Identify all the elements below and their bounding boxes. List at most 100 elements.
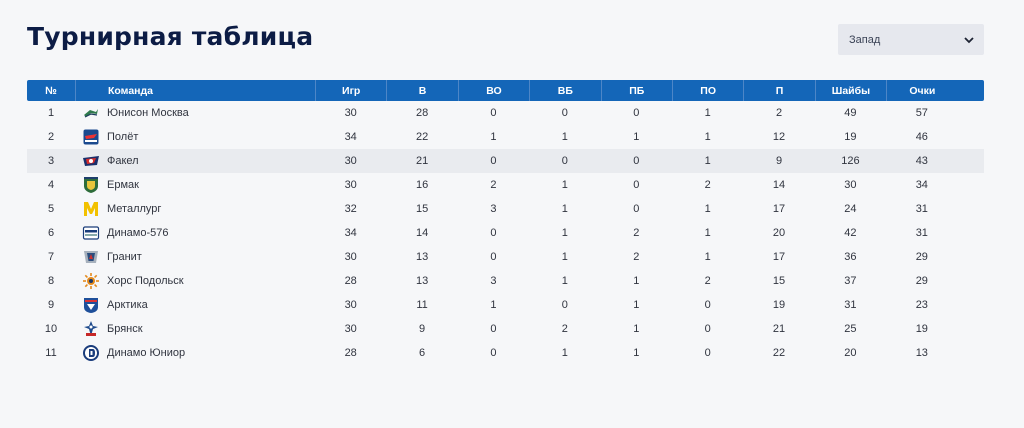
wins-cell: 13 [415, 275, 429, 287]
header-so-wins[interactable]: ВБ [529, 80, 600, 101]
team-name[interactable]: Полёт [107, 131, 139, 143]
team-name[interactable]: Факел [107, 155, 139, 167]
so-losses-cell: 0 [633, 179, 640, 191]
header-losses[interactable]: П [743, 80, 814, 101]
points-cell: 31 [915, 227, 928, 239]
so-losses-cell: 1 [633, 275, 640, 287]
team-cell[interactable]: Металлург [75, 197, 315, 221]
points-cell: 46 [915, 131, 928, 143]
team-name[interactable]: Брянск [107, 323, 143, 335]
wins-cell: 11 [416, 299, 428, 311]
team-cell[interactable]: Ермак [75, 173, 315, 197]
team-cell[interactable]: Хорс Подольск [75, 269, 315, 293]
ot-losses-cell: 0 [704, 299, 711, 311]
team-name[interactable]: Динамо-576 [107, 227, 169, 239]
losses-cell: 14 [772, 179, 786, 191]
games-cell: 28 [344, 275, 357, 287]
points-cell: 34 [915, 179, 928, 191]
wins-cell: 28 [415, 107, 429, 119]
ot-wins-cell: 2 [490, 179, 497, 191]
team-cell[interactable]: Динамо-576 [75, 221, 315, 245]
team-cell[interactable]: Арктика [75, 293, 315, 317]
table-row[interactable]: 5 Металлург 32 15 3 1 0 1 17 24 31 [27, 197, 984, 221]
team-name[interactable]: Гранит [107, 251, 142, 263]
header-goals[interactable]: Шайбы [814, 80, 886, 101]
team-name[interactable]: Юнисон Москва [107, 107, 189, 119]
wins-cell: 22 [415, 131, 429, 143]
losses-cell: 17 [772, 203, 786, 215]
granit-logo-icon [82, 248, 100, 266]
position-cell: 11 [45, 347, 57, 359]
so-wins-cell: 2 [561, 323, 568, 335]
losses-cell: 20 [772, 227, 786, 239]
team-name[interactable]: Динамо Юниор [107, 347, 186, 359]
table-body: 1 Юнисон Москва 30 28 0 0 0 1 2 49 57 2 Полёт 34 22 1 1 1… [27, 101, 984, 365]
team-name[interactable]: Хорс Подольск [107, 275, 184, 287]
position-cell: 8 [47, 275, 55, 287]
ot-losses-cell: 0 [704, 323, 711, 335]
header-ot-losses[interactable]: ПО [671, 80, 743, 101]
team-name[interactable]: Металлург [107, 203, 162, 215]
header-points[interactable]: Очки [886, 80, 957, 101]
so-losses-cell: 0 [633, 107, 640, 119]
points-cell: 23 [915, 299, 928, 311]
games-cell: 30 [344, 299, 357, 311]
ot-wins-cell: 0 [490, 347, 497, 359]
table-row[interactable]: 8 Хорс Подольск 28 13 3 1 1 2 15 37 29 [27, 269, 984, 293]
table-row[interactable]: 7 Гранит 30 13 0 1 2 1 17 36 29 [27, 245, 984, 269]
table-row[interactable]: 1 Юнисон Москва 30 28 0 0 0 1 2 49 57 [27, 101, 984, 125]
header-games[interactable]: Игр [315, 80, 386, 101]
header-wins[interactable]: В [386, 80, 457, 101]
bryansk-logo-icon [82, 320, 100, 338]
position-cell: 10 [44, 323, 58, 335]
goals-cell: 49 [844, 107, 857, 119]
hors-logo-icon [82, 272, 100, 290]
team-cell[interactable]: Брянск [75, 317, 315, 341]
so-wins-cell: 1 [561, 131, 568, 143]
games-cell: 30 [344, 155, 357, 167]
team-cell[interactable]: Факел [75, 149, 315, 173]
ot-losses-cell: 1 [704, 131, 711, 143]
dynamo-576-logo-icon [82, 224, 100, 242]
conference-select-value: Запад [849, 33, 881, 46]
position-cell: 6 [47, 227, 55, 239]
table-row[interactable]: 3 Факел 30 21 0 0 0 1 9 126 43 [27, 149, 984, 173]
header-position[interactable]: № [45, 84, 57, 97]
conference-select[interactable]: Запад [838, 24, 984, 55]
so-wins-cell: 0 [561, 299, 568, 311]
so-losses-cell: 2 [633, 251, 640, 263]
header-ot-wins[interactable]: ВО [457, 80, 529, 101]
so-wins-cell: 1 [561, 251, 568, 263]
goals-cell: 31 [844, 299, 857, 311]
ot-wins-cell: 1 [490, 299, 497, 311]
header-so-losses[interactable]: ПБ [600, 80, 672, 101]
games-cell: 28 [344, 347, 357, 359]
so-losses-cell: 1 [633, 323, 640, 335]
team-cell[interactable]: Гранит [75, 245, 315, 269]
losses-cell: 21 [772, 323, 786, 335]
table-row[interactable]: 6 Динамо-576 34 14 0 1 2 1 20 42 31 [27, 221, 984, 245]
position-cell: 1 [47, 107, 55, 119]
fakel-logo-icon [82, 152, 100, 170]
goals-cell: 24 [844, 203, 857, 215]
so-wins-cell: 0 [561, 155, 568, 167]
team-name[interactable]: Ермак [107, 179, 139, 191]
ot-losses-cell: 1 [704, 251, 711, 263]
table-header: № Команда Игр В ВО ВБ ПБ ПО П Шайбы Очки [27, 80, 984, 101]
table-row[interactable]: 11 Динамо Юниор 28 6 0 1 1 0 22 20 13 [27, 341, 984, 365]
so-losses-cell: 2 [633, 227, 640, 239]
team-cell[interactable]: Юнисон Москва [75, 101, 315, 125]
games-cell: 32 [344, 203, 357, 215]
team-cell[interactable]: Динамо Юниор [75, 341, 315, 365]
table-row[interactable]: 2 Полёт 34 22 1 1 1 1 12 19 46 [27, 125, 984, 149]
points-cell: 13 [915, 347, 928, 359]
header-team[interactable]: Команда [75, 80, 315, 101]
table-row[interactable]: 4 Ермак 30 16 2 1 0 2 14 30 34 [27, 173, 984, 197]
wins-cell: 14 [415, 227, 429, 239]
points-cell: 19 [915, 323, 928, 335]
table-row[interactable]: 10 Брянск 30 9 0 2 1 0 21 25 19 [27, 317, 984, 341]
so-wins-cell: 1 [561, 179, 568, 191]
table-row[interactable]: 9 Арктика 30 11 1 0 1 0 19 31 23 [27, 293, 984, 317]
team-name[interactable]: Арктика [107, 299, 148, 311]
team-cell[interactable]: Полёт [75, 125, 315, 149]
